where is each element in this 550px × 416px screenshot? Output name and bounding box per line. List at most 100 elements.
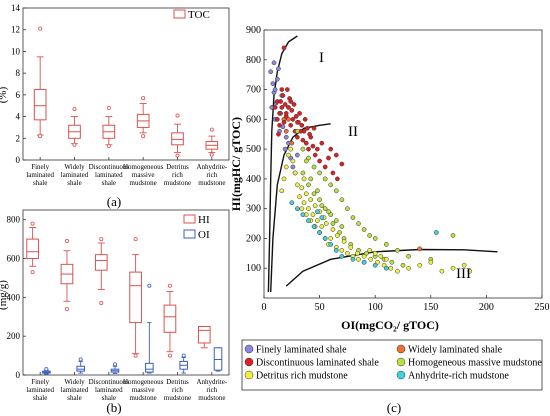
hi-oi-category-label: laminated bbox=[61, 386, 89, 394]
data-point bbox=[290, 116, 296, 122]
legend-marker bbox=[244, 344, 254, 354]
data-point bbox=[361, 227, 367, 232]
hi-tick-label: 500 bbox=[246, 144, 261, 155]
data-point bbox=[292, 170, 298, 176]
data-point bbox=[307, 131, 312, 137]
data-point bbox=[350, 256, 356, 262]
data-point bbox=[434, 230, 439, 235]
hi-oi-box-hi bbox=[129, 237, 142, 358]
zone-label-iii: III bbox=[456, 266, 471, 282]
data-point bbox=[272, 87, 278, 92]
hi-oi-box-hi bbox=[60, 239, 74, 311]
data-point bbox=[301, 200, 307, 206]
toc-category-label: shale bbox=[33, 179, 47, 187]
hi-oi-y-tick-label: 400 bbox=[7, 292, 21, 302]
panel-b-legend-oi-swatch bbox=[183, 229, 196, 239]
panel-c-kerogen-curves bbox=[267, 35, 498, 293]
data-point bbox=[322, 206, 328, 212]
data-point bbox=[283, 111, 289, 116]
toc-outlier bbox=[72, 106, 77, 111]
toc-y-tick-label: 0 bbox=[16, 155, 21, 165]
data-point bbox=[299, 122, 305, 128]
toc-box-body bbox=[171, 132, 184, 146]
toc-category-label: laminated bbox=[95, 171, 123, 179]
panel-a-frame bbox=[22, 7, 230, 161]
toc-category-label: shale bbox=[67, 179, 81, 187]
hi-oi-category-label: Finely bbox=[31, 378, 49, 386]
hi-oi-box-hi bbox=[163, 283, 177, 358]
toc-box-toc bbox=[33, 26, 47, 139]
panel-c: 0 50 100 150 200 250 100 200 300 400 500 600 700 800… bbox=[229, 25, 550, 415]
panel-c-label: (c) bbox=[387, 400, 401, 415]
hi-oi-outlier bbox=[99, 301, 104, 306]
toc-y-tick-label: 2 bbox=[16, 133, 21, 143]
toc-category-label: rich bbox=[172, 171, 183, 179]
data-point bbox=[289, 140, 295, 146]
data-point bbox=[356, 256, 361, 262]
data-point bbox=[315, 146, 320, 152]
data-point bbox=[282, 146, 288, 152]
hi-oi-y-tick-label: 800 bbox=[7, 215, 21, 225]
data-point bbox=[281, 119, 287, 125]
data-point bbox=[286, 105, 291, 110]
data-point bbox=[301, 176, 307, 182]
data-point bbox=[311, 164, 317, 170]
toc-y-tick-label: 10 bbox=[11, 46, 21, 56]
oi-tick-label: 250 bbox=[535, 302, 550, 313]
toc-outlier bbox=[106, 143, 111, 148]
data-point bbox=[317, 158, 322, 164]
data-point bbox=[282, 102, 288, 107]
data-point bbox=[276, 131, 281, 137]
hi-oi-category-label: shale bbox=[33, 394, 47, 402]
hi-oi-y-tick-label: 600 bbox=[7, 254, 21, 264]
data-point bbox=[300, 137, 306, 143]
hi-oi-outlier bbox=[113, 362, 118, 367]
oi-tick-label: 50 bbox=[315, 302, 325, 313]
data-point bbox=[279, 105, 285, 110]
data-point bbox=[296, 119, 301, 125]
hi-oi-box-body bbox=[163, 304, 177, 333]
hi-oi-category-label: mudstone bbox=[130, 394, 157, 402]
data-point bbox=[279, 87, 285, 92]
data-point bbox=[339, 224, 345, 229]
legend-label: Homogeneous massive mudstone bbox=[408, 358, 542, 369]
data-point bbox=[335, 176, 340, 182]
panel-b-legend-hi-label: HI bbox=[198, 214, 210, 226]
toc-box-toc bbox=[102, 105, 116, 148]
data-point bbox=[308, 197, 314, 203]
toc-category-label: mudstone bbox=[130, 179, 157, 187]
data-point bbox=[279, 188, 285, 194]
data-point bbox=[417, 246, 423, 252]
hi-oi-outlier bbox=[167, 283, 172, 288]
legend-label: Detritus rich mudstone bbox=[256, 371, 348, 382]
data-point bbox=[305, 125, 310, 131]
data-point bbox=[280, 93, 286, 98]
data-point bbox=[281, 45, 287, 51]
data-point bbox=[378, 253, 384, 259]
data-point bbox=[319, 140, 325, 146]
legend-marker bbox=[396, 357, 406, 367]
data-point bbox=[388, 265, 394, 271]
data-point bbox=[283, 128, 289, 134]
panel-b-frame bbox=[22, 209, 230, 376]
data-point bbox=[355, 250, 360, 256]
data-point bbox=[361, 259, 367, 265]
data-point bbox=[328, 236, 334, 241]
hi-oi-box-oi bbox=[145, 283, 154, 374]
zone-label-i: I bbox=[319, 50, 324, 66]
toc-y-tick-label: 14 bbox=[11, 3, 21, 13]
hi-oi-outlier bbox=[30, 221, 35, 226]
data-point bbox=[333, 248, 339, 253]
data-point bbox=[306, 206, 311, 212]
panel-c-legend bbox=[241, 339, 543, 391]
panel-a-legend-swatch bbox=[173, 9, 186, 19]
data-point bbox=[303, 158, 309, 164]
hi-oi-outlier bbox=[44, 367, 49, 372]
hi-oi-category-label: Anhydrite- bbox=[196, 378, 227, 386]
data-point bbox=[315, 209, 320, 214]
data-point bbox=[317, 230, 322, 235]
hi-oi-outlier bbox=[78, 357, 83, 362]
hi-tick-label: 400 bbox=[246, 174, 261, 185]
data-point bbox=[289, 108, 295, 113]
